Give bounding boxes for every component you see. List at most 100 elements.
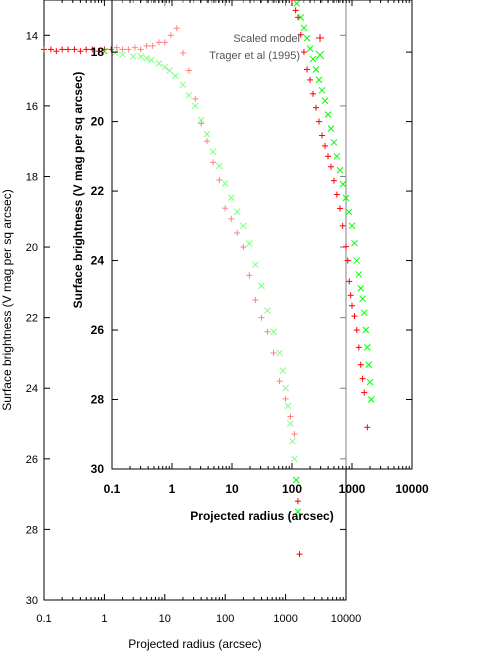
- back-series-1-point: [292, 476, 300, 484]
- front-data-points: [289, 0, 375, 431]
- front-series-1-point: [318, 86, 326, 94]
- front-series-0-point: [328, 163, 335, 170]
- back-y-tick-label: 24: [26, 383, 38, 395]
- legend-marker-scaled-model: [316, 34, 324, 42]
- front-series-1-point: [348, 222, 356, 230]
- front-series-0-point: [346, 278, 353, 285]
- front-series-1-point: [355, 271, 363, 278]
- front-series-0-point: [297, 31, 304, 38]
- front-series-1-point: [367, 396, 375, 403]
- front-x-tick-label: 1: [169, 482, 176, 496]
- back-series-0-point: [83, 46, 90, 53]
- front-series-0-point: [312, 104, 319, 111]
- front-series-0-point: [333, 191, 340, 198]
- front-series-0-point: [347, 292, 354, 299]
- front-series-1-point: [351, 239, 358, 247]
- back-series-0-point: [47, 46, 54, 53]
- back-series-0-point: [65, 46, 72, 53]
- back-series-0-point: [41, 46, 47, 53]
- front-series-0-point: [330, 177, 337, 184]
- front-series-0-point: [349, 302, 355, 309]
- front-x-tick-label: 10000: [395, 482, 429, 496]
- front-series-1-point: [315, 76, 323, 84]
- front-series-1-point: [321, 97, 329, 105]
- front-y-tick-label: 24: [91, 254, 105, 268]
- back-y-axis-label: Surface brightness (V mag per sq arcsec): [0, 189, 14, 410]
- front-series-1-point: [360, 309, 368, 317]
- back-series-0-point: [77, 48, 84, 55]
- front-y-tick-label: 22: [91, 184, 105, 198]
- front-series-1-point: [309, 55, 317, 63]
- back-y-tick-label: 16: [26, 101, 38, 113]
- back-x-tick-label: 100: [216, 613, 234, 625]
- legend-label-scaled-model: Scaled model: [233, 33, 300, 45]
- front-series-1-point: [293, 0, 301, 7]
- front-series-0-point: [339, 222, 346, 229]
- front-series-0-point: [289, 0, 295, 3]
- front-x-tick-label: 0.1: [104, 482, 121, 496]
- back-series-0-point: [89, 46, 96, 53]
- back-y-tick-label: 20: [26, 242, 38, 254]
- front-series-1-point: [327, 125, 335, 132]
- front-y-axis-label: Surface brightness (V mag per sq arcsec): [71, 72, 85, 309]
- front-x-tick-label: 1000: [339, 482, 366, 496]
- front-series-1-point: [359, 295, 366, 303]
- back-y-tick-label: 22: [26, 313, 38, 325]
- front-series-0-point: [357, 361, 364, 368]
- front-series-0-point: [316, 118, 323, 125]
- front-plot-background: [112, 0, 412, 469]
- front-y-tick-label: 20: [91, 115, 105, 129]
- back-series-0-point: [53, 48, 60, 55]
- front-y-tick-label: 26: [91, 323, 105, 337]
- front-legend: Scaled model Trager et al (1995): [209, 33, 325, 62]
- back-x-tick-label: 10000: [331, 613, 362, 625]
- front-series-0-point: [300, 49, 307, 56]
- front-series-0-point: [344, 257, 351, 264]
- front-series-0-point: [361, 389, 368, 396]
- front-y-tick-label: 28: [91, 393, 105, 407]
- back-y-tick-label: 26: [26, 454, 38, 466]
- front-series-0-point: [364, 424, 371, 431]
- front-series-1-point: [345, 208, 353, 216]
- front-series-1-point: [353, 257, 361, 264]
- front-series-0-point: [351, 313, 358, 320]
- front-series-0-point: [337, 205, 344, 212]
- back-series-1-point: [294, 508, 302, 516]
- front-y-tick-label: 30: [91, 462, 105, 476]
- back-x-tick-label: 0.1: [36, 613, 51, 625]
- front-x-tick-label: 10: [225, 482, 239, 496]
- front-series-0-point: [295, 14, 302, 21]
- back-series-0-point: [296, 551, 303, 558]
- front-series-1-point: [363, 344, 371, 351]
- front-series-1-point: [324, 111, 332, 118]
- front-series-0-point: [318, 132, 325, 139]
- front-chart: 0.1 1 10 100 1000 10000 18 20 22 24 26 28 30 Project…: [71, 0, 429, 523]
- front-series-1-point: [336, 166, 344, 174]
- legend-marker-trager: [315, 50, 325, 60]
- front-plot-frame: [111, 0, 413, 470]
- back-series-0-point: [95, 48, 102, 55]
- front-series-1-point: [366, 378, 374, 386]
- back-y-tick-label: 14: [26, 30, 38, 42]
- front-series-1-point: [330, 139, 338, 146]
- front-series-1-point: [297, 14, 305, 21]
- front-axis-ticks: 0.1 1 10 100 1000 10000 18 20 22 24 26 28 30: [91, 0, 429, 496]
- front-series-0-point: [342, 243, 349, 250]
- back-series-0-point: [59, 46, 66, 53]
- back-x-tick-label: 1000: [273, 613, 297, 625]
- front-series-1-point: [339, 180, 347, 188]
- front-series-1-point: [303, 34, 311, 42]
- front-series-1-point: [365, 361, 373, 369]
- front-series-1-point: [342, 194, 350, 202]
- back-x-axis-label: Projected radius (arcsec): [128, 637, 261, 651]
- back-series-0-point: [294, 498, 301, 505]
- back-y-tick-label: 30: [26, 595, 38, 607]
- back-x-tick-label: 10: [159, 613, 171, 625]
- back-y-tick-label: 18: [26, 171, 38, 183]
- front-series-1-point: [362, 326, 370, 334]
- front-series-1-point: [300, 24, 308, 32]
- front-series-0-point: [324, 153, 331, 160]
- back-x-tick-label: 1: [101, 613, 107, 625]
- front-series-0-point: [322, 142, 329, 149]
